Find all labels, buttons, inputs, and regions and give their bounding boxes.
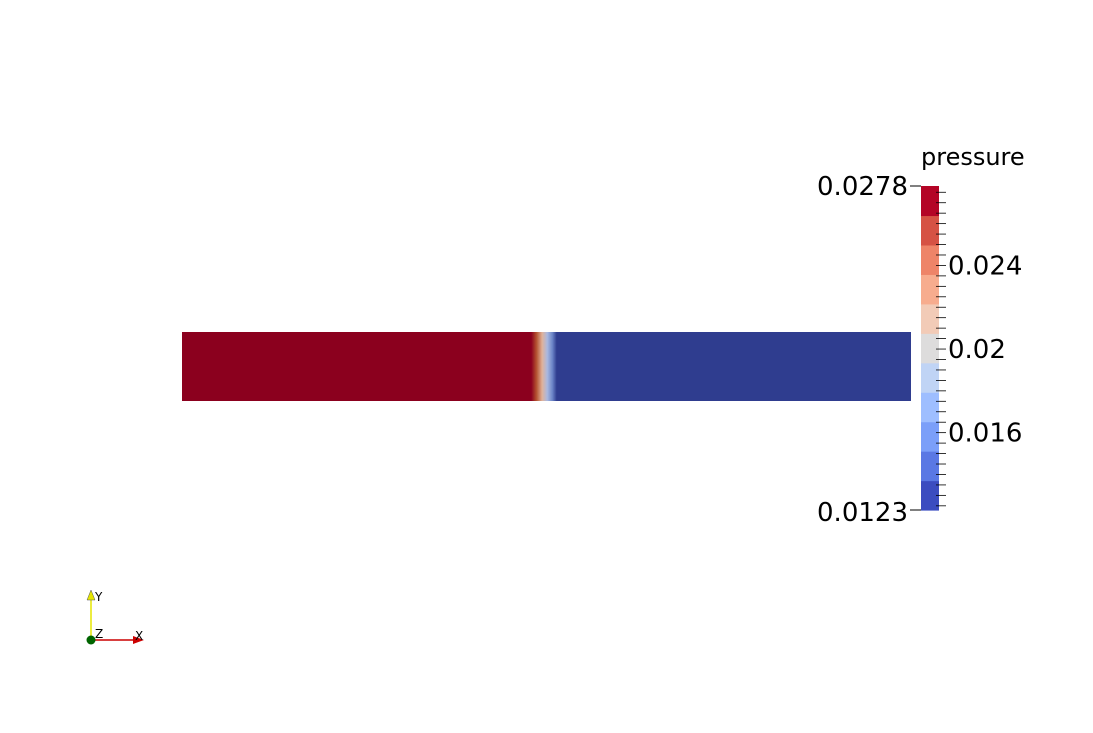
colorbar-minor-ticks [936,191,946,507]
colorbar-legend: pressure 0.0278 0.0123 0.024 0.02 0.016 [817,143,1025,528]
simulation-domain-bar[interactable] [182,332,911,401]
colorbar-segment [921,451,939,482]
colorbar-segment [921,215,939,246]
colorbar-tick-label: 0.024 [948,251,1022,281]
colorbar-min-label: 0.0123 [817,498,908,528]
z-axis-dot-icon [86,635,96,645]
colorbar-tick-labels: 0.024 0.02 0.016 [948,251,1022,448]
colorbar-segment [921,274,939,305]
y-axis-arrow-icon [86,589,96,601]
colorbar-tick-label: 0.016 [948,419,1022,449]
colorbar-segment [921,244,939,275]
y-axis-label: Y [94,590,103,604]
colorbar-segment [921,480,939,511]
colorbar-max-label: 0.0278 [817,172,908,202]
x-axis-arrow-icon [133,636,144,644]
x-axis-label: X [135,629,143,643]
colorbar-tick-label: 0.02 [948,335,1006,365]
colorbar-segment [921,303,939,334]
z-axis-label: Z [95,627,103,641]
orientation-axes-widget: Y X Z [86,589,144,645]
colorbar-segments [921,186,939,511]
colorbar-segment [921,392,939,423]
colorbar-segment [921,362,939,393]
colorbar-title: pressure [921,143,1025,171]
colorbar-segment [921,186,939,217]
colorbar-segment [921,333,939,364]
colorbar-segment [921,421,939,452]
